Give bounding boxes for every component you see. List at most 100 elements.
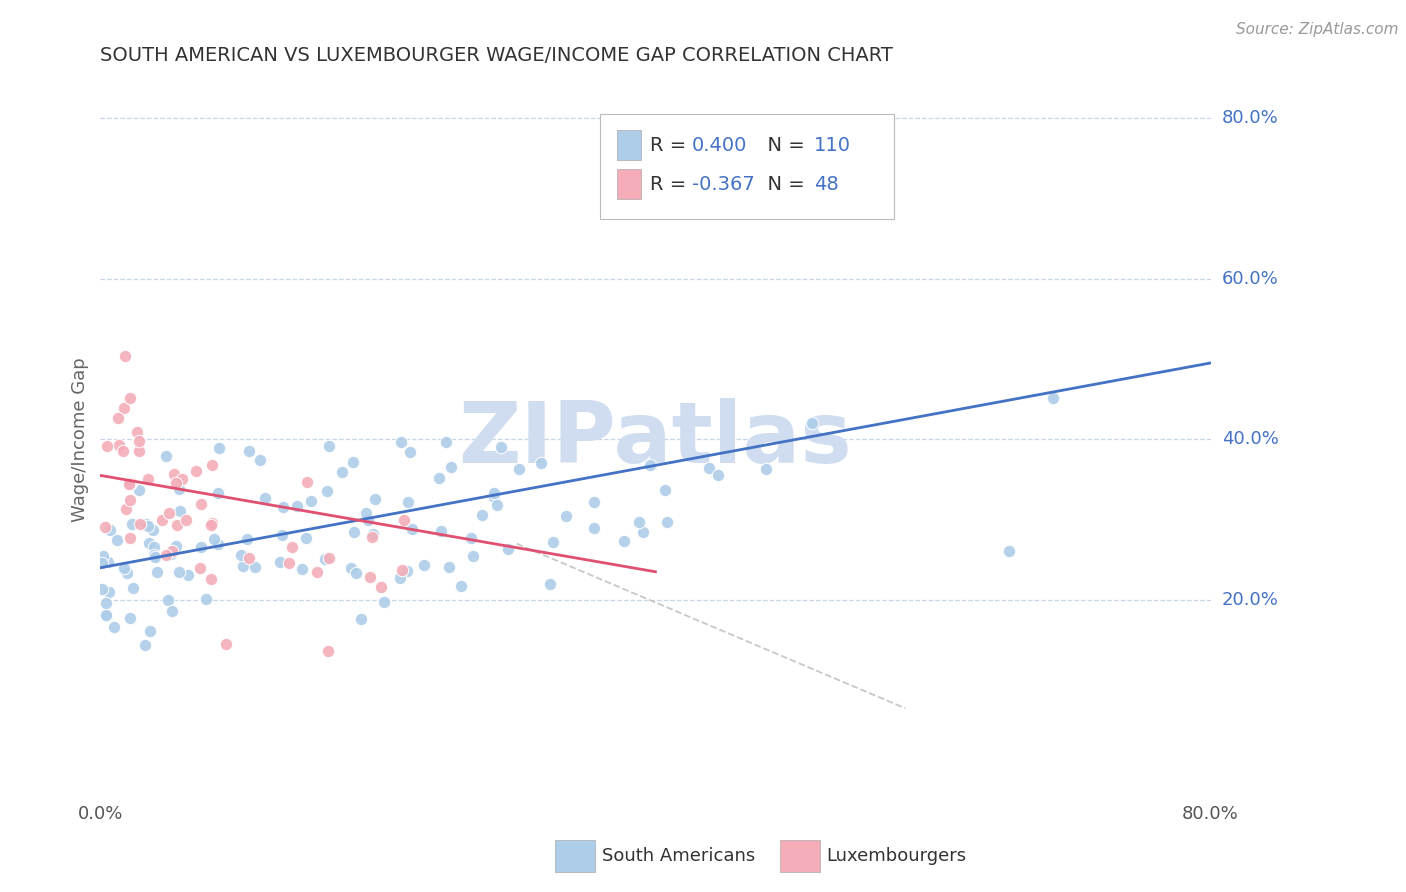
Point (120, 611, 142, 625)
Point (96, 608, 118, 623)
Point (285, 499, 308, 513)
Point (134, 638, 156, 652)
Point (120, 477, 142, 491)
Point (363, 527, 385, 541)
Text: 110: 110 (814, 136, 851, 154)
Point (440, 460, 463, 475)
Point (112, 401, 135, 415)
Point (439, 559, 461, 574)
Point (295, 475, 318, 489)
Text: R =: R = (650, 136, 692, 154)
Point (350, 612, 373, 626)
Text: South Americans: South Americans (602, 847, 755, 865)
Point (460, 531, 482, 545)
Point (318, 550, 340, 565)
Point (155, 548, 177, 562)
Point (253, 491, 276, 505)
Point (357, 513, 380, 527)
Point (755, 462, 778, 476)
Point (392, 513, 415, 527)
Point (120, 475, 142, 490)
Point (530, 456, 553, 470)
Point (707, 467, 730, 482)
Point (427, 471, 450, 485)
Point (118, 493, 141, 508)
Point (165, 539, 187, 553)
Point (138, 536, 160, 550)
Point (430, 524, 453, 539)
Point (801, 416, 824, 430)
Point (169, 504, 191, 518)
Point (125, 425, 148, 440)
Point (281, 540, 304, 554)
Point (470, 508, 492, 523)
Point (190, 540, 212, 554)
Point (318, 439, 340, 453)
Point (167, 566, 190, 580)
Text: -0.367: -0.367 (692, 175, 755, 194)
Point (486, 498, 509, 512)
Point (356, 506, 378, 520)
Point (391, 563, 413, 577)
Point (186, 463, 208, 477)
Point (269, 555, 291, 569)
Point (157, 593, 180, 607)
Point (128, 517, 150, 532)
Point (143, 549, 166, 564)
Point (582, 521, 605, 535)
Point (170, 472, 193, 486)
Point (461, 549, 484, 564)
Point (316, 644, 339, 658)
Point (413, 558, 436, 572)
Point (155, 449, 177, 463)
Point (343, 524, 366, 539)
Point (489, 441, 512, 455)
Point (555, 509, 578, 524)
Point (98, 523, 121, 537)
Point (121, 517, 143, 532)
Point (160, 604, 183, 618)
Point (339, 560, 361, 574)
Point (508, 462, 530, 476)
Point (128, 444, 150, 458)
Point (200, 518, 222, 533)
Point (997, 544, 1019, 558)
Point (299, 494, 322, 508)
Point (190, 497, 212, 511)
Text: R =: R = (650, 175, 692, 194)
Point (142, 541, 165, 555)
Point (96, 597, 118, 611)
Point (103, 620, 125, 634)
Point (208, 442, 231, 456)
Point (364, 492, 387, 507)
Text: SOUTH AMERICAN VS LUXEMBOURGER WAGE/INCOME GAP CORRELATION CHART: SOUTH AMERICAN VS LUXEMBOURGER WAGE/INCO… (100, 46, 893, 65)
Point (496, 541, 519, 556)
Point (201, 516, 224, 530)
Point (450, 579, 472, 593)
Point (157, 506, 180, 520)
Point (344, 566, 367, 581)
Point (215, 637, 238, 651)
Point (330, 465, 353, 479)
Point (108, 438, 131, 452)
Point (270, 528, 292, 542)
Point (201, 458, 224, 473)
Point (434, 435, 457, 450)
Point (114, 502, 136, 516)
Point (305, 565, 328, 579)
Point (174, 513, 197, 527)
Point (128, 483, 150, 497)
Point (94, 609, 117, 624)
Text: 60.0%: 60.0% (1222, 269, 1278, 287)
Point (165, 475, 187, 490)
Point (150, 513, 173, 527)
Point (583, 495, 606, 509)
Point (541, 534, 564, 549)
Text: Luxembourgers: Luxembourgers (827, 847, 967, 865)
Point (194, 591, 217, 606)
Point (115, 566, 138, 581)
Point (235, 532, 257, 546)
Point (315, 483, 337, 498)
Point (97, 585, 120, 599)
Point (342, 455, 364, 469)
